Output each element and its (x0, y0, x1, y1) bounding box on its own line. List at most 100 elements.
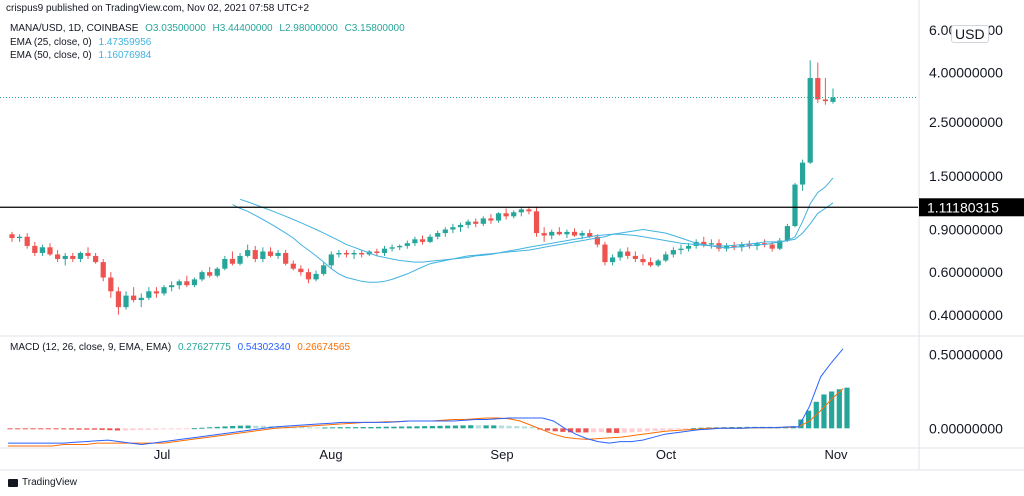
legend-ema25-value: 1.47359956 (98, 37, 152, 48)
candle (62, 252, 68, 266)
candle (480, 216, 486, 227)
macd-hist-bar (76, 428, 82, 430)
candle (792, 183, 798, 228)
candle-body (328, 254, 334, 266)
macd-hist-bar (253, 425, 259, 429)
macd-hist-bar (621, 428, 627, 433)
candle-body (792, 184, 798, 227)
candle (389, 244, 395, 252)
macd-hist-bar (690, 428, 697, 430)
macd-hist-bar (375, 426, 382, 429)
candle (222, 255, 228, 271)
candle (260, 247, 266, 263)
macd-hist-bar (245, 425, 251, 429)
macd-hist-bar (314, 427, 320, 429)
macd-hist-bar (383, 426, 389, 429)
candle-body (237, 255, 243, 264)
candle-body (830, 97, 836, 102)
candle-body (625, 251, 631, 256)
macd-hist-bar (45, 428, 51, 430)
macd-hist-bar (452, 425, 458, 429)
macd-hist-bar (422, 426, 428, 429)
macd-hist-bar (30, 428, 36, 430)
candle-body (321, 265, 327, 274)
candle-body (313, 273, 319, 280)
macd-pane (7, 348, 850, 447)
candle-body (55, 254, 61, 259)
macd-hist-bar (521, 426, 528, 429)
macd-hist-bar (529, 426, 535, 429)
candle (815, 62, 821, 103)
candle (419, 235, 426, 245)
candle-body (541, 233, 547, 236)
candle (731, 241, 737, 251)
legend-low: L2.98000000 (279, 23, 338, 34)
candle (305, 268, 312, 284)
time-tick-label: Nov (824, 447, 848, 462)
macd-hist-bar (652, 428, 658, 431)
macd-hist-bar (560, 428, 566, 432)
candle-body (435, 233, 441, 237)
candle (784, 223, 790, 242)
price-tick-label: 0.90000000 (929, 222, 1003, 238)
legend-ema50[interactable]: EMA (50, close, 0) 1.16076984 (10, 50, 151, 61)
macd-hist-bar (207, 427, 213, 429)
legend-symbol[interactable]: MANA/USD, 1D, COINBASE O3.03500000 H3.44… (10, 23, 405, 34)
macd-hist-bar (614, 428, 620, 434)
candle (290, 260, 296, 271)
macd-hist-bar (606, 428, 612, 433)
price-tick-label: 0.60000000 (929, 264, 1003, 280)
candle (723, 243, 730, 252)
candle (138, 293, 144, 308)
candle (252, 245, 258, 263)
macd-hist-bar (68, 428, 75, 430)
candle-body (723, 245, 730, 249)
candle-body (191, 279, 198, 286)
candle-body (693, 241, 699, 246)
candle-body (108, 277, 114, 292)
candle (70, 252, 76, 263)
candle-body (746, 244, 752, 246)
macd-hist-bar (506, 425, 512, 429)
candle (184, 275, 190, 288)
legend-macd[interactable]: MACD (12, 26, close, 9, EMA, EMA) 0.2762… (10, 342, 350, 353)
candle-body (412, 239, 418, 244)
candle-body (153, 291, 160, 294)
candle-body (799, 162, 806, 185)
candle-body (457, 224, 464, 228)
candle-body (602, 244, 608, 263)
candle-body (609, 257, 616, 263)
legend-ema25[interactable]: EMA (25, close, 0) 1.47359956 (10, 37, 151, 48)
candle-body (397, 245, 403, 248)
candle (777, 238, 783, 251)
macd-hist-bar (276, 426, 282, 429)
candle (161, 285, 167, 296)
candle (32, 241, 38, 256)
macd-hist-bar (475, 425, 482, 429)
candle-body (199, 272, 205, 280)
candle-body (822, 99, 828, 102)
candle (450, 223, 456, 234)
macd-hist-bar (798, 419, 804, 429)
candle-body (587, 233, 593, 237)
macd-hist-bar (145, 428, 151, 430)
candle (594, 234, 600, 248)
macd-hist-bar (806, 410, 812, 429)
macd-hist-bar (667, 428, 673, 430)
candle-body (511, 212, 517, 217)
candle-body (617, 251, 623, 258)
candle-body (305, 272, 312, 280)
candle-body (32, 245, 38, 253)
candle-body (267, 251, 274, 256)
candle (427, 234, 433, 244)
candle (556, 227, 562, 236)
candle (298, 265, 304, 276)
candle (313, 270, 319, 282)
currency-badge[interactable]: USD (951, 25, 989, 43)
macd-hist-bar (199, 427, 205, 429)
ema50-line (239, 198, 834, 263)
macd-hist-bar (698, 427, 704, 429)
macd-hist-bar (637, 428, 643, 432)
macd-line (8, 348, 844, 446)
